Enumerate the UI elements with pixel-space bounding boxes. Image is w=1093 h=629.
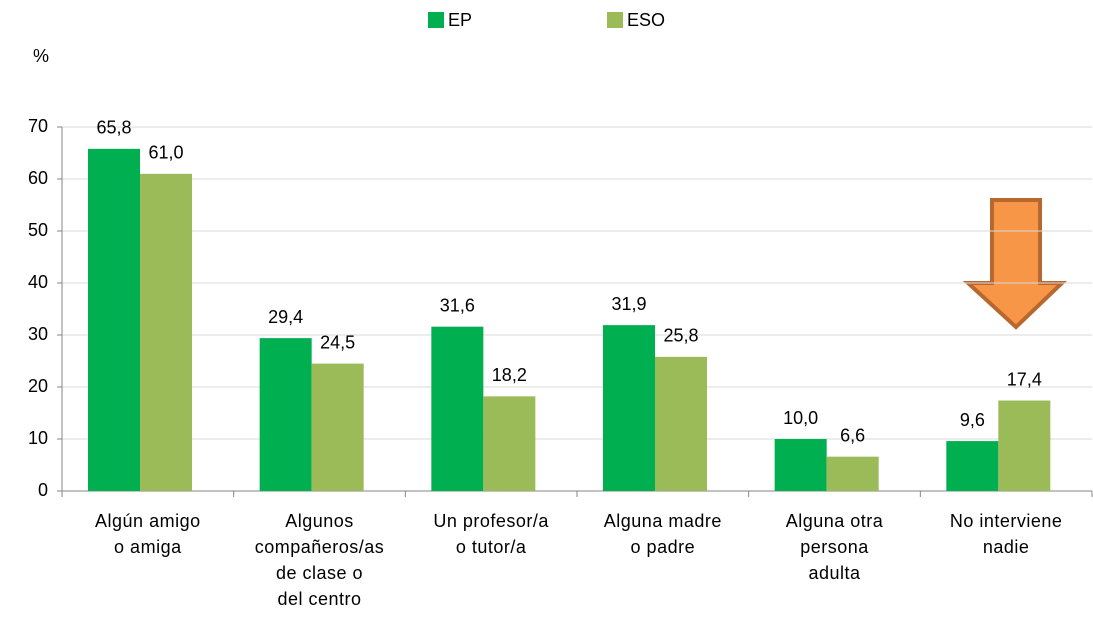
bar bbox=[259, 338, 312, 491]
y-tick-label: 0 bbox=[38, 480, 48, 500]
legend-label: EP bbox=[448, 10, 472, 30]
x-tick-label: Algún amigo o amiga bbox=[95, 511, 201, 557]
data-label: 6,6 bbox=[840, 425, 865, 445]
y-tick-label: 70 bbox=[28, 116, 48, 136]
y-tick-label: 40 bbox=[28, 272, 48, 292]
data-label: 61,0 bbox=[148, 143, 183, 163]
legend-swatch bbox=[428, 12, 444, 28]
y-tick-label: 10 bbox=[28, 428, 48, 448]
legend-swatch bbox=[607, 12, 623, 28]
bar bbox=[311, 363, 364, 491]
legend-label: ESO bbox=[627, 10, 665, 30]
bar bbox=[774, 439, 827, 491]
x-tick-label: Un profesor/a o tutor/a bbox=[433, 511, 549, 557]
bar bbox=[483, 396, 536, 491]
bar bbox=[655, 356, 707, 491]
bar bbox=[140, 173, 192, 492]
data-label: 10,0 bbox=[783, 408, 818, 428]
bar bbox=[603, 325, 655, 491]
data-label: 24,5 bbox=[320, 332, 355, 352]
data-label: 31,6 bbox=[440, 295, 475, 315]
y-axis-label: % bbox=[33, 46, 49, 66]
x-tick-label: No interviene nadie bbox=[949, 511, 1063, 557]
x-tick-label: Algunos compañeros/as de clase o del cen… bbox=[254, 511, 385, 609]
data-label: 25,8 bbox=[663, 326, 698, 346]
bar bbox=[826, 456, 879, 491]
y-tick-label: 30 bbox=[28, 324, 48, 344]
y-tick-label: 20 bbox=[28, 376, 48, 396]
y-tick-label: 60 bbox=[28, 168, 48, 188]
bar bbox=[431, 326, 484, 491]
bar bbox=[998, 400, 1051, 491]
y-tick-label: 50 bbox=[28, 220, 48, 240]
x-tick-label: Alguna madre o padre bbox=[603, 511, 722, 557]
x-tick-label: Alguna otra persona adulta bbox=[785, 511, 884, 583]
data-label: 17,4 bbox=[1007, 369, 1042, 389]
bar bbox=[88, 148, 140, 491]
data-label: 9,6 bbox=[960, 410, 985, 430]
data-label: 18,2 bbox=[492, 365, 527, 385]
data-label: 29,4 bbox=[268, 307, 303, 327]
data-label: 31,9 bbox=[611, 294, 646, 314]
data-label: 65,8 bbox=[96, 118, 131, 138]
arrow-annotation bbox=[962, 198, 1067, 330]
bar bbox=[946, 441, 999, 491]
